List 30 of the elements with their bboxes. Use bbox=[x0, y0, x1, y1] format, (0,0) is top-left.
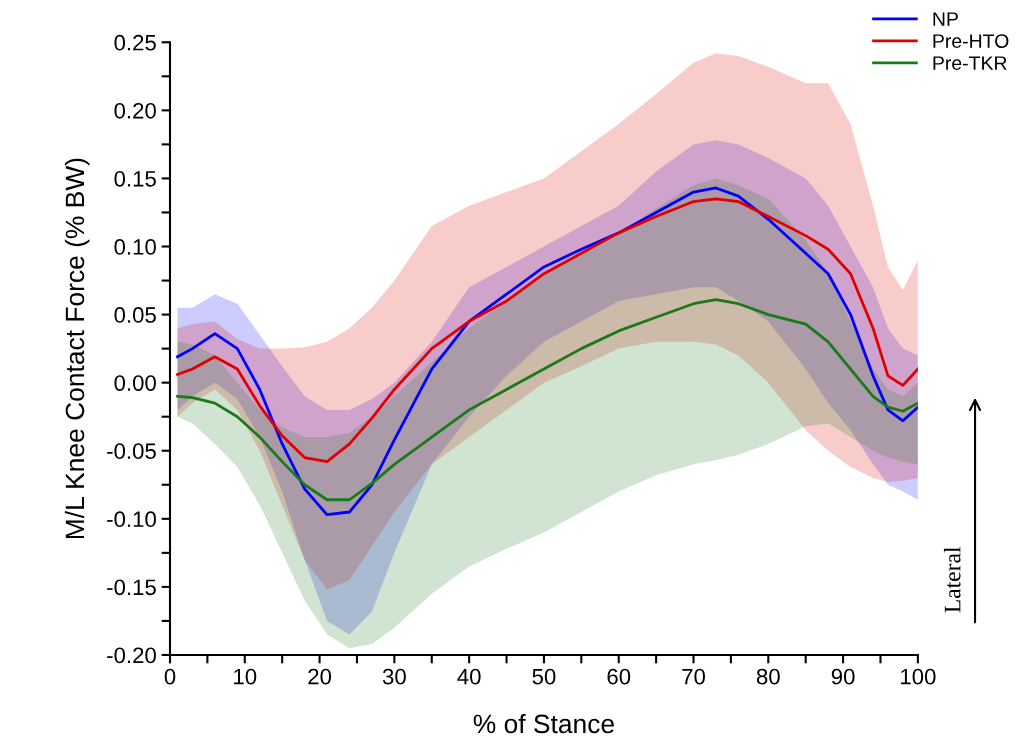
y-tick-label: 0.20 bbox=[114, 102, 156, 119]
y-axis-title: M/L Knee Contact Force (% BW) bbox=[64, 158, 90, 539]
legend-label: Pre-HTO bbox=[933, 34, 1009, 48]
x-tick-label: 50 bbox=[532, 668, 556, 685]
y-tick-label: -0.05 bbox=[107, 443, 156, 460]
y-tick-label: 0.05 bbox=[114, 307, 156, 323]
y-tick-label: -0.20 bbox=[107, 647, 156, 664]
legend-label: Pre-TKR bbox=[933, 56, 1007, 70]
y-tick-label: 0.00 bbox=[114, 375, 156, 391]
x-tick-label: 90 bbox=[831, 668, 855, 685]
line-series bbox=[176, 298, 918, 502]
line-series bbox=[176, 197, 918, 464]
x-tick-label: 10 bbox=[234, 668, 257, 685]
x-axis-title: % of Stance bbox=[473, 713, 614, 734]
x-tick-label: 80 bbox=[756, 668, 780, 685]
x-tick-label: 70 bbox=[682, 668, 706, 685]
x-tick-label: 0 bbox=[164, 668, 176, 685]
line-series bbox=[176, 186, 918, 517]
y-tick-label: -0.15 bbox=[107, 579, 156, 596]
y-tick-label: 0.10 bbox=[114, 239, 156, 255]
y-tick-label: 0.15 bbox=[114, 170, 156, 187]
x-tick-label: 30 bbox=[382, 668, 406, 685]
x-tick-label: 20 bbox=[308, 668, 332, 685]
y-tick-label: -0.10 bbox=[107, 511, 156, 528]
legend-label: NP bbox=[933, 12, 958, 26]
text: Lateral bbox=[943, 546, 961, 613]
y-tick-label: 0.25 bbox=[114, 34, 156, 51]
x-tick-label: 60 bbox=[607, 668, 631, 685]
x-tick-label: 100 bbox=[901, 668, 936, 685]
x-tick-label: 40 bbox=[457, 668, 481, 685]
